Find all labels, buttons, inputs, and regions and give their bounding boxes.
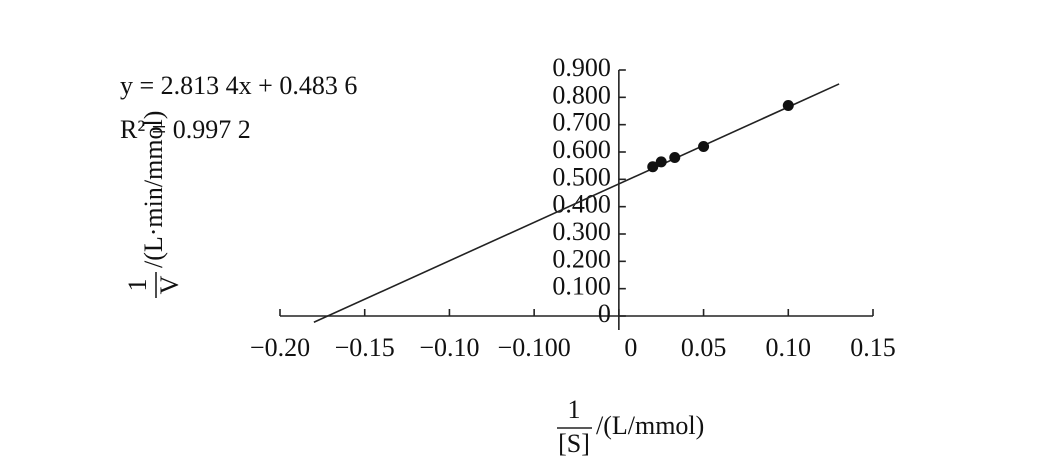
x-tick-label: −0.10 [419,333,479,362]
data-point [655,156,667,168]
y-tick-label: 0.900 [552,53,611,82]
y-tick-label: 0.500 [552,162,611,191]
y-axis-title: 1 V /(L·min/mmol) [123,111,184,298]
data-point [782,100,794,112]
x-tick-label: 0 [624,333,637,362]
data-point [669,151,681,163]
r-squared: R² = 0.997 2 [120,115,251,144]
x-tick-label: −0.15 [335,333,395,362]
x-tick-label: 0.10 [766,333,812,362]
y-tick-label: 0.400 [552,190,611,219]
x-tick-label: −0.20 [250,333,310,362]
fit-line [313,83,840,324]
x-tick-label: 0.15 [850,333,896,362]
data-point [698,141,710,153]
y-tick-label: 0.700 [552,108,611,137]
x-tick-label: −0.100 [498,333,571,362]
y-label-numerator: 1 [123,279,152,292]
data-point [647,161,659,173]
equation: y = 2.813 4x + 0.483 6 [120,71,357,100]
y-tick-label: 0.100 [552,272,611,301]
y-tick-label: 0.600 [552,135,611,164]
x-label-unit: /(L/mmol) [596,411,704,440]
y-tick-label: 0.800 [552,80,611,109]
y-tick-label: 0.200 [552,244,611,273]
x-label-numerator: 1 [568,395,581,424]
y-tick-label: 0.300 [552,217,611,246]
x-label-denominator: [S] [558,429,590,458]
x-tick-label: 0.05 [681,333,727,362]
y-label-unit: /(L·min/mmol) [139,111,168,268]
y-label-denominator: V [155,275,184,294]
y-tick-label: 0 [598,299,611,328]
